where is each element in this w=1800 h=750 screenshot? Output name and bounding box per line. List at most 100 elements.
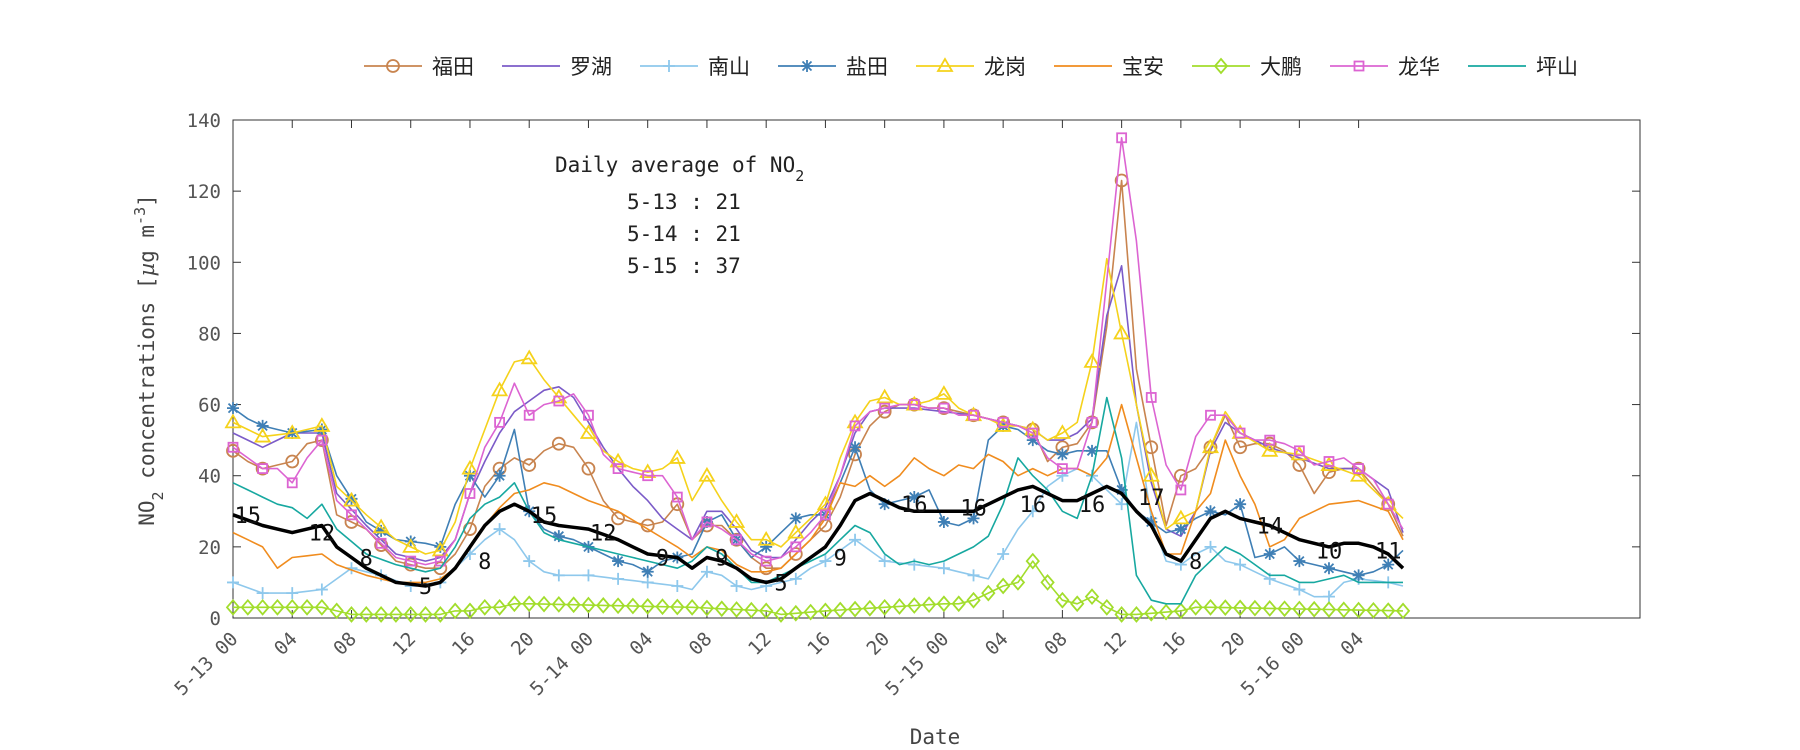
data-point (551, 436, 566, 451)
data-point (536, 595, 552, 613)
data-point (668, 449, 686, 464)
data-point (1025, 552, 1040, 570)
average-value-label: 16 (1020, 493, 1047, 518)
data-point (611, 511, 625, 526)
data-point (1086, 444, 1099, 457)
y-axis-title-sup: -3 (131, 207, 149, 225)
data-point (1352, 569, 1365, 582)
data-point (1293, 583, 1306, 596)
legend-item-3: 盐田 (778, 55, 888, 79)
data-point (402, 538, 420, 553)
data-point (790, 541, 802, 553)
legend-label: 盐田 (846, 55, 888, 79)
x-tick-label: 04 (981, 628, 1013, 660)
data-point (1086, 416, 1098, 428)
data-point (1395, 602, 1411, 620)
daily-average-annotation: Daily average of NO2 5-13 : 21 5-14 : 21… (555, 153, 804, 278)
data-point (1233, 440, 1248, 455)
data-point (1175, 484, 1187, 496)
x-tick-label: 04 (270, 628, 302, 660)
data-point (1026, 505, 1039, 518)
data-point (254, 427, 272, 443)
x-tick-label: 5-13 00 (170, 628, 242, 700)
data-point (849, 441, 862, 454)
average-value-label: 14 (1256, 515, 1283, 540)
data-point (1203, 598, 1218, 616)
data-point (625, 597, 641, 615)
average-line (232, 484, 1405, 588)
data-point (359, 606, 374, 623)
data-point (1205, 409, 1216, 421)
average-value-label: 12 (309, 522, 336, 547)
data-point (375, 524, 388, 537)
data-point (641, 565, 654, 578)
legend-swatch-marker (1213, 57, 1229, 75)
data-point (820, 509, 831, 521)
data-point (227, 441, 239, 453)
data-point (936, 595, 952, 613)
y-axis-title-sub: 2 (149, 491, 167, 500)
data-point (344, 606, 359, 623)
data-point (1010, 574, 1026, 591)
data-point (255, 598, 270, 616)
data-point (405, 555, 417, 567)
data-point (553, 395, 565, 407)
data-point (997, 547, 1010, 560)
data-point (403, 606, 418, 623)
average-value-label: 9 (834, 547, 847, 572)
data-point (1129, 606, 1144, 623)
data-point (997, 416, 1009, 428)
data-point (1142, 466, 1160, 482)
average-value-label: 8 (478, 550, 491, 575)
data-point (1055, 591, 1070, 609)
legend-item-4: 龙岗 (916, 55, 1026, 79)
data-point (789, 572, 802, 585)
series-1 (232, 264, 1404, 562)
series-line (233, 560, 1404, 616)
data-point (698, 466, 716, 482)
data-point (1262, 600, 1277, 617)
average-value-label: 10 (1316, 539, 1343, 564)
average-value-label: 15 (531, 504, 558, 529)
data-point (493, 523, 506, 536)
x-tick-label: 04 (1336, 628, 1368, 660)
series-line (232, 137, 1404, 566)
data-point (493, 469, 506, 482)
data-point (878, 498, 891, 511)
y-tick-label: 20 (198, 537, 221, 559)
data-point (1145, 392, 1157, 403)
y-axis-title: NO2 concentrations [µg m-3] (131, 194, 167, 526)
data-point (1293, 555, 1306, 568)
data-point (862, 599, 878, 617)
series-layer (224, 132, 1411, 623)
data-point (1201, 438, 1220, 454)
x-tick-label: 12 (389, 628, 421, 660)
data-point (227, 576, 239, 589)
x-tick-label: 16 (803, 628, 835, 660)
data-point (431, 541, 449, 557)
data-point (670, 598, 685, 616)
data-point (1115, 498, 1128, 511)
data-point (463, 469, 476, 482)
data-point (877, 404, 892, 419)
x-tick-label: 08 (329, 628, 361, 660)
y-axis-title-pre: NO (135, 500, 159, 525)
data-point (314, 598, 330, 616)
data-point (640, 597, 655, 615)
data-point (609, 452, 627, 468)
data-point (433, 606, 448, 623)
legend-item-1: 罗湖 (502, 55, 612, 79)
data-point (1320, 456, 1338, 471)
y-axis-title-end: ] (135, 194, 159, 207)
data-point (699, 599, 715, 617)
data-point (1234, 427, 1246, 439)
data-point (596, 597, 611, 614)
data-point (1322, 590, 1335, 603)
legend-swatch-marker (1353, 60, 1365, 72)
data-point (1306, 600, 1322, 618)
data-point (522, 595, 537, 613)
x-tick-label: 12 (744, 628, 776, 660)
data-point (847, 600, 863, 618)
y-axis-title-mid: concentrations [ (135, 277, 159, 492)
